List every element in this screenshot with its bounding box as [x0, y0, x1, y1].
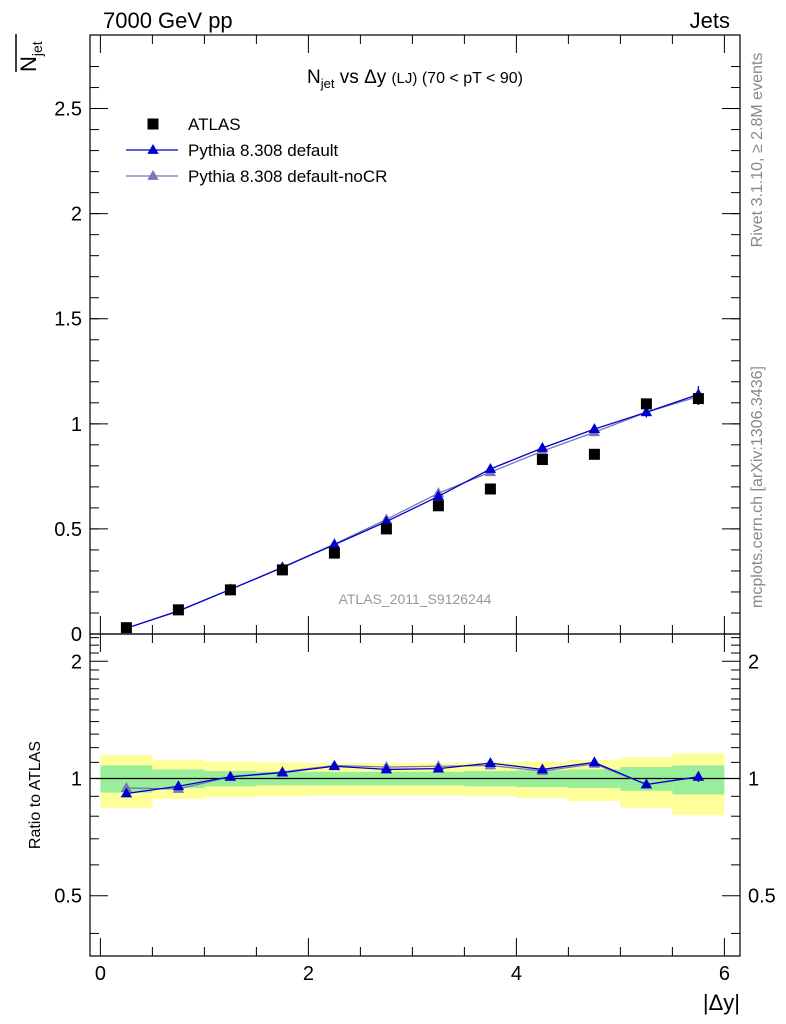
ratio-line	[126, 761, 699, 795]
x-axis-label: |Δy|	[703, 990, 740, 1015]
main-ytick-label: 0	[71, 624, 82, 646]
xtick-label: 0	[95, 963, 106, 985]
ratio-point	[120, 787, 133, 798]
main-ytick-label: 1.5	[54, 309, 82, 331]
ratio-point	[692, 770, 705, 781]
mc-point	[380, 515, 393, 526]
main-panel: 0 0.5 1 1.5 2 2.5	[54, 34, 741, 646]
analysis-watermark: ATLAS_2011_S9126244	[339, 591, 492, 607]
mc-line	[126, 393, 699, 629]
ratio-ylabel: Ratio to ATLAS	[27, 741, 44, 849]
data-point	[224, 584, 236, 596]
data-point	[536, 454, 548, 466]
xtick-label: 2	[303, 963, 314, 985]
legend-marker-mc	[147, 170, 159, 180]
ratio-point	[328, 760, 341, 771]
data-point	[172, 604, 184, 616]
data-point	[484, 483, 496, 495]
data-point	[276, 564, 288, 576]
ratio-panel: 0.5 0.5 1 1 2 2 0 2 4 6	[54, 633, 776, 985]
legend-label: Pythia 8.308 default	[188, 141, 339, 160]
ratio-ytick-label-right: 0.5	[748, 886, 776, 908]
data-point	[432, 500, 444, 512]
ratio-point	[484, 757, 497, 768]
ratio-point	[224, 770, 237, 781]
ratio-point	[588, 756, 601, 767]
mc-point	[328, 538, 341, 549]
ratio-point	[120, 782, 133, 792]
data-point	[588, 448, 600, 460]
mcplots-info: mcplots.cern.ch [arXiv:1306.3436]	[749, 366, 766, 608]
data-point	[120, 622, 132, 634]
header-right: Jets	[690, 8, 730, 33]
data-point	[380, 523, 392, 535]
xtick-label: 6	[719, 963, 730, 985]
ratio-ytick-label: 1	[71, 768, 82, 790]
main-ylabel: Njet	[15, 34, 45, 72]
header-left: 7000 GeV pp	[103, 8, 233, 33]
rivet-info: Rivet 3.1.10, ≥ 2.8M events	[749, 53, 766, 248]
mc-point	[432, 490, 445, 501]
data-point	[692, 393, 704, 405]
ratio-ytick-label-right: 2	[748, 651, 759, 673]
ratio-ytick-label: 2	[71, 651, 82, 673]
legend: ATLAS Pythia 8.308 default Pythia 8.308 de…	[126, 115, 387, 186]
mc-point	[640, 406, 653, 417]
main-ytick-label: 1	[71, 414, 82, 436]
ratio-ytick-label-right: 1	[748, 768, 759, 790]
ratio-point	[536, 763, 549, 774]
ratio-point	[432, 762, 445, 773]
ratio-point	[640, 778, 653, 789]
ratio-ytick-label: 0.5	[54, 886, 82, 908]
ratio-frame	[89, 633, 741, 957]
ratio-point	[172, 780, 185, 791]
legend-marker-mc	[147, 144, 159, 154]
data-point	[328, 547, 340, 559]
ratio-point	[276, 766, 289, 777]
legend-label: Pythia 8.308 default-noCR	[188, 167, 387, 186]
main-ytick-label: 2	[71, 204, 82, 226]
legend-marker-data	[147, 118, 159, 130]
xtick-label: 4	[511, 963, 522, 985]
mc-point	[536, 441, 549, 452]
data-point	[640, 398, 652, 410]
main-ylabel-text: Njet	[16, 41, 45, 72]
mc-point	[588, 423, 601, 433]
mc-point	[484, 463, 497, 473]
main-ytick-label: 2.5	[54, 99, 82, 121]
main-ytick-label: 0.5	[54, 519, 82, 541]
ratio-point	[380, 763, 393, 774]
legend-label: ATLAS	[188, 115, 241, 134]
main-title: Njet vs Δy (LJ) (70 < pT < 90)	[307, 67, 523, 91]
